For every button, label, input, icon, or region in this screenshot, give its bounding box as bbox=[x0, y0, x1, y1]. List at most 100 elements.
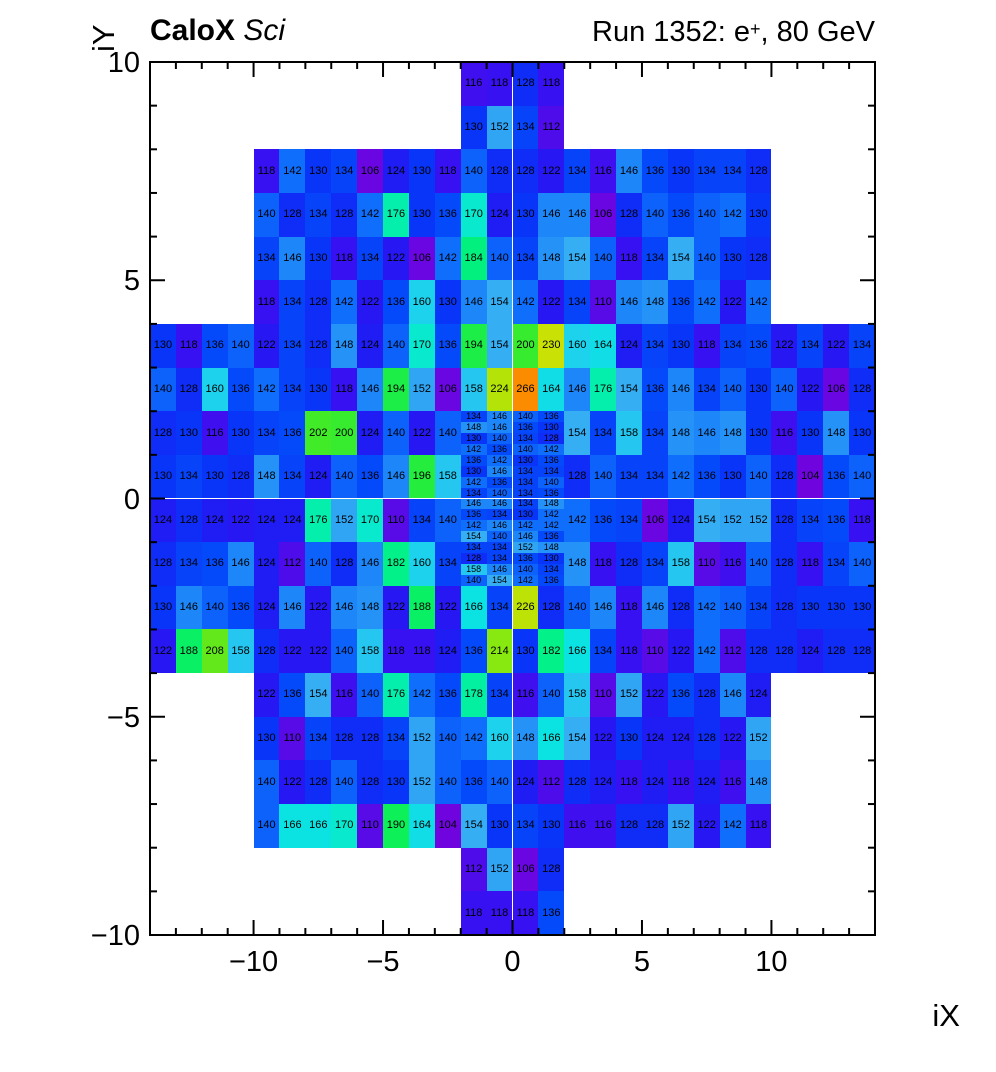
heatmap-cell: 140 bbox=[460, 149, 487, 193]
heatmap-cell: 136 bbox=[538, 487, 565, 499]
heatmap-cell: 148 bbox=[719, 411, 746, 455]
heatmap-cell: 136 bbox=[486, 443, 513, 455]
heatmap-cell: 134 bbox=[512, 465, 539, 477]
heatmap-cell: 122 bbox=[383, 236, 409, 281]
heatmap-cell: 124 bbox=[279, 498, 306, 543]
heatmap-cell: 118 bbox=[253, 280, 280, 324]
heatmap-cell: 118 bbox=[616, 629, 642, 674]
x-tick-label: −5 bbox=[366, 946, 400, 978]
heatmap-cell: 122 bbox=[408, 411, 435, 455]
heatmap-cell: 110 bbox=[693, 542, 720, 586]
heatmap-cell: 110 bbox=[590, 673, 617, 717]
heatmap-cell: 122 bbox=[641, 673, 668, 717]
heatmap-cell: 130 bbox=[797, 585, 824, 630]
heatmap-cell: 134 bbox=[512, 498, 539, 510]
heatmap-cell: 158 bbox=[667, 542, 694, 586]
heatmap-cell: 128 bbox=[512, 62, 539, 106]
heatmap-cell: 128 bbox=[745, 629, 772, 674]
heatmap-cell: 124 bbox=[797, 629, 824, 674]
heatmap-cell: 128 bbox=[823, 629, 850, 674]
heatmap-cell: 110 bbox=[641, 629, 668, 674]
heatmap-cell: 140 bbox=[486, 531, 513, 543]
heatmap-cell: 122 bbox=[279, 629, 306, 674]
heatmap-cell: 146 bbox=[383, 454, 409, 499]
heatmap-cell: 182 bbox=[538, 629, 565, 674]
heatmap-cell: 112 bbox=[538, 105, 565, 150]
heatmap-cell: 134 bbox=[460, 487, 487, 499]
heatmap-cell: 148 bbox=[460, 422, 487, 434]
heatmap-cell: 128 bbox=[771, 629, 798, 674]
heatmap-cell: 140 bbox=[590, 454, 617, 499]
heatmap-cell: 118 bbox=[486, 891, 513, 935]
heatmap-cell: 148 bbox=[667, 411, 694, 455]
heatmap-cell: 140 bbox=[693, 192, 720, 237]
heatmap-cell: 136 bbox=[512, 422, 539, 434]
heatmap-cell: 128 bbox=[693, 716, 720, 761]
x-tick-label: 5 bbox=[633, 946, 651, 978]
heatmap-cell: 188 bbox=[408, 585, 435, 630]
heatmap-cell: 140 bbox=[331, 454, 358, 499]
heatmap-cell: 148 bbox=[253, 454, 280, 499]
heatmap-cell: 128 bbox=[641, 804, 668, 848]
plot-frame bbox=[149, 61, 876, 936]
heatmap-cell: 166 bbox=[460, 585, 487, 630]
heatmap-cell: 130 bbox=[849, 585, 875, 630]
heatmap-cell: 166 bbox=[564, 629, 591, 674]
heatmap-cell: 130 bbox=[538, 804, 565, 848]
heatmap-cell: 134 bbox=[616, 454, 642, 499]
heatmap-cell: 154 bbox=[460, 531, 487, 543]
heatmap-cell: 146 bbox=[512, 531, 539, 543]
plot-title-right: Run 1352: e+, 80 GeV bbox=[592, 16, 875, 49]
heatmap-cell: 142 bbox=[460, 443, 487, 455]
heatmap-cell: 214 bbox=[486, 629, 513, 674]
heatmap-cell: 130 bbox=[408, 149, 435, 193]
heatmap-cell: 124 bbox=[667, 498, 694, 543]
heatmap-cell: 134 bbox=[512, 804, 539, 848]
heatmap-cell: 134 bbox=[797, 498, 824, 543]
heatmap-cell: 140 bbox=[486, 433, 513, 444]
heatmap-cell: 134 bbox=[797, 323, 824, 368]
heatmap-cell: 208 bbox=[201, 629, 228, 674]
heatmap-cell: 140 bbox=[305, 542, 332, 586]
heatmap-cell: 196 bbox=[408, 454, 435, 499]
heatmap-cell: 140 bbox=[512, 411, 539, 423]
heatmap-cell: 110 bbox=[279, 716, 306, 761]
heatmap-cell: 118 bbox=[616, 585, 642, 630]
heatmap-cell: 122 bbox=[253, 323, 280, 368]
heatmap-cell: 142 bbox=[512, 574, 539, 586]
heatmap-cell: 158 bbox=[434, 454, 461, 499]
heatmap-cell: 148 bbox=[538, 542, 565, 554]
heatmap-cell: 190 bbox=[383, 804, 409, 848]
heatmap-cell: 130 bbox=[719, 236, 746, 281]
heatmap-cell: 146 bbox=[357, 542, 383, 586]
heatmap-cell: 140 bbox=[150, 367, 176, 412]
heatmap-cell: 140 bbox=[745, 542, 772, 586]
heatmap-cell: 146 bbox=[693, 411, 720, 455]
heatmap-cell: 134 bbox=[590, 629, 617, 674]
heatmap-cell: 134 bbox=[253, 411, 280, 455]
heatmap-cell: 140 bbox=[745, 454, 772, 499]
heatmap-cell: 142 bbox=[434, 236, 461, 281]
heatmap-cell: 112 bbox=[538, 760, 565, 805]
heatmap-cell: 124 bbox=[305, 454, 332, 499]
heatmap-cell: 146 bbox=[279, 585, 306, 630]
heatmap-cell: 136 bbox=[460, 454, 487, 466]
heatmap-cell: 188 bbox=[175, 629, 202, 674]
heatmap-cell: 122 bbox=[383, 585, 409, 630]
heatmap-cell: 130 bbox=[460, 433, 487, 444]
heatmap-cell: 142 bbox=[538, 509, 565, 521]
heatmap-cell: 106 bbox=[590, 192, 617, 237]
heatmap-cell: 140 bbox=[434, 760, 461, 805]
heatmap-cell: 142 bbox=[357, 192, 383, 237]
heatmap-cell: 142 bbox=[538, 520, 565, 532]
heatmap-cell: 128 bbox=[253, 629, 280, 674]
heatmap-cell: 134 bbox=[486, 673, 513, 717]
heatmap-cell: 130 bbox=[797, 411, 824, 455]
heatmap-cell: 154 bbox=[305, 673, 332, 717]
heatmap-cell: 134 bbox=[486, 585, 513, 630]
heatmap-cell: 148 bbox=[538, 236, 565, 281]
heatmap-cell: 134 bbox=[745, 585, 772, 630]
heatmap-cell: 116 bbox=[201, 411, 228, 455]
heatmap-cell: 118 bbox=[331, 367, 358, 412]
